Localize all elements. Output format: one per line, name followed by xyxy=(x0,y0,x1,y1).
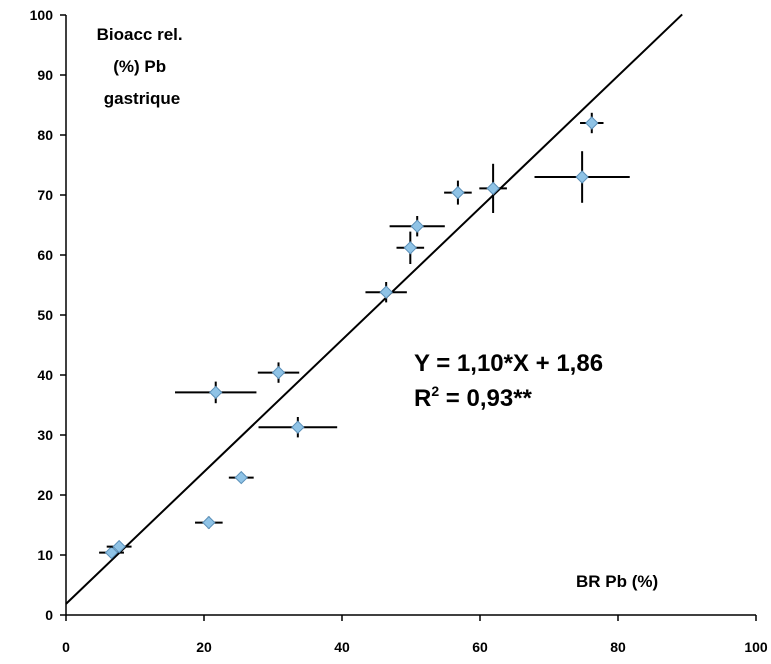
data-point-marker xyxy=(451,185,465,200)
x-tick-label: 60 xyxy=(472,639,488,655)
y-tick-label: 70 xyxy=(37,187,53,203)
data-point-group xyxy=(195,515,223,530)
data-point-marker xyxy=(104,545,119,560)
plot-area: 0 10 20 30 40 50 60 70 80 90 100 0 20 40 60 80 100 xyxy=(30,7,768,655)
x-tick-label: 0 xyxy=(62,639,70,655)
data-point-group xyxy=(106,539,132,554)
data-point-group xyxy=(365,282,407,303)
regression-equation: Y = 1,10*X + 1,86 xyxy=(414,350,603,377)
data-point-marker xyxy=(379,285,393,299)
y-axis-title-line-1: Bioacc rel. xyxy=(97,25,183,44)
y-tick-label: 10 xyxy=(37,547,53,563)
r-squared-label: R2 = 0,93** xyxy=(414,383,533,412)
regression-line xyxy=(65,13,683,605)
data-point-marker xyxy=(209,385,223,400)
data-point-marker xyxy=(234,470,248,485)
data-point-group xyxy=(258,417,338,438)
y-tick-label: 90 xyxy=(37,67,53,83)
y-axis-title: Bioacc rel. (%) Pb gastrique xyxy=(97,25,188,108)
data-point-marker xyxy=(291,420,305,434)
x-axis-title: BR Pb (%) xyxy=(576,572,658,591)
y-tick-label: 100 xyxy=(30,7,54,23)
y-ticks: 0 10 20 30 40 50 60 70 80 90 100 xyxy=(30,7,66,623)
x-ticks: 0 20 40 60 80 100 xyxy=(62,615,768,655)
data-points xyxy=(99,112,630,560)
data-point-marker xyxy=(585,116,599,130)
data-point-group xyxy=(257,362,300,383)
data-point-group xyxy=(389,216,445,237)
y-tick-label: 20 xyxy=(37,487,53,503)
data-point-group xyxy=(580,112,604,134)
y-tick-label: 40 xyxy=(37,367,53,383)
data-point-marker xyxy=(403,241,418,255)
data-point-group xyxy=(479,163,507,213)
data-point-group xyxy=(228,470,254,485)
y-axis-title-line-3: gastrique xyxy=(104,89,181,108)
data-point-marker xyxy=(202,515,216,530)
data-point-marker xyxy=(410,219,424,233)
y-tick-label: 30 xyxy=(37,427,53,443)
data-point-group xyxy=(444,180,472,205)
data-point-marker xyxy=(486,181,500,196)
y-axis-title-line-2: (%) Pb xyxy=(113,57,166,76)
data-point-marker xyxy=(271,365,286,380)
x-tick-label: 100 xyxy=(744,639,768,655)
x-tick-label: 40 xyxy=(334,639,350,655)
y-tick-label: 0 xyxy=(45,607,53,623)
r-squared-exponent: 2 xyxy=(431,383,439,399)
r-squared-value: = 0,93** xyxy=(439,385,532,412)
x-tick-label: 20 xyxy=(196,639,212,655)
y-tick-label: 50 xyxy=(37,307,53,323)
y-tick-label: 60 xyxy=(37,247,53,263)
r-squared-r: R xyxy=(414,385,431,412)
data-point-group xyxy=(396,231,425,264)
data-point-group xyxy=(175,381,257,404)
data-point-group xyxy=(534,151,630,203)
data-point-marker xyxy=(575,170,589,184)
data-point-marker xyxy=(112,539,126,554)
x-tick-label: 80 xyxy=(610,639,626,655)
y-tick-label: 80 xyxy=(37,127,53,143)
